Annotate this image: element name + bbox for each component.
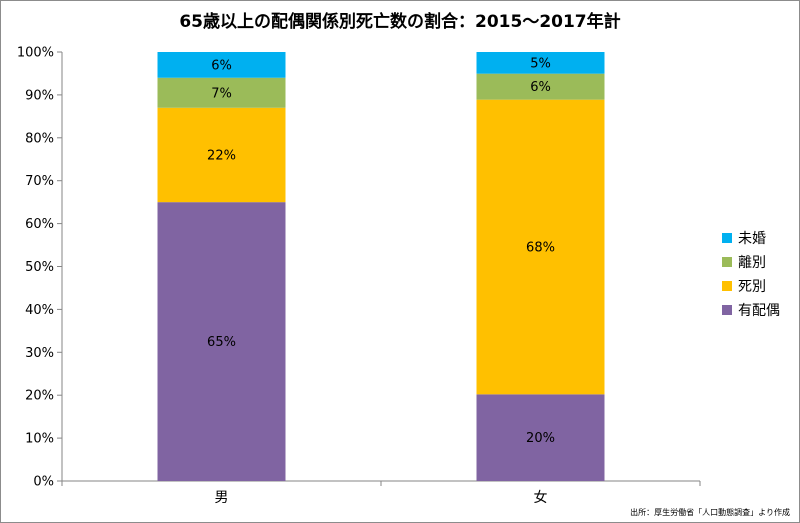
bar-segment (157, 77, 286, 108)
y-tick-label: 90% (25, 88, 54, 103)
data-label: 6% (530, 80, 551, 95)
data-label: 6% (211, 58, 232, 73)
y-tick-label: 70% (25, 174, 54, 189)
data-label: 68% (526, 241, 555, 256)
source-note: 出所：厚生労働省「人口動態調査」より作成 (630, 507, 790, 517)
y-axis: 0% 10% 20% 30% 40% 50% 60% 70% 80% 90% 100% (17, 46, 63, 490)
legend-swatch (722, 305, 732, 315)
bar-segment (476, 394, 605, 481)
data-label: 20% (526, 431, 555, 446)
bar-segment (157, 107, 286, 203)
data-label: 7% (211, 86, 232, 101)
data-label: 22% (207, 148, 236, 163)
y-tick-label: 100% (17, 46, 54, 61)
y-tick-label: 0% (33, 475, 54, 490)
bar-segment (476, 99, 605, 395)
legend-label: 死別 (738, 279, 766, 295)
y-tick-label: 50% (25, 260, 54, 275)
y-tick-label: 60% (25, 217, 54, 232)
x-category-label: 女 (534, 489, 548, 506)
data-label: 65% (207, 335, 236, 350)
legend-label: 離別 (738, 254, 766, 271)
y-tick-label: 10% (25, 432, 54, 447)
x-category-label: 男 (215, 490, 229, 506)
bar-segment (157, 52, 286, 78)
x-axis: 男女 (61, 480, 701, 506)
y-tick-label: 40% (25, 303, 54, 318)
legend-label: 有配偶 (738, 303, 780, 319)
bar-segment (476, 73, 605, 100)
y-tick-label: 20% (25, 389, 54, 404)
legend-swatch (722, 233, 732, 243)
legend-swatch (722, 257, 732, 267)
chart-title: 65歳以上の配偶関係別死亡数の割合：2015〜2017年計 (179, 11, 620, 32)
bar-segment (476, 52, 605, 74)
y-tick-label: 80% (25, 131, 54, 146)
bars: 65% 22% 7% 6% 20% 68% 6% 5% (157, 52, 605, 481)
bar-segment (157, 202, 286, 481)
legend-swatch (722, 281, 732, 291)
data-label: 5% (530, 56, 551, 71)
y-tick-label: 30% (25, 346, 54, 361)
legend-label: 未婚 (738, 231, 766, 247)
